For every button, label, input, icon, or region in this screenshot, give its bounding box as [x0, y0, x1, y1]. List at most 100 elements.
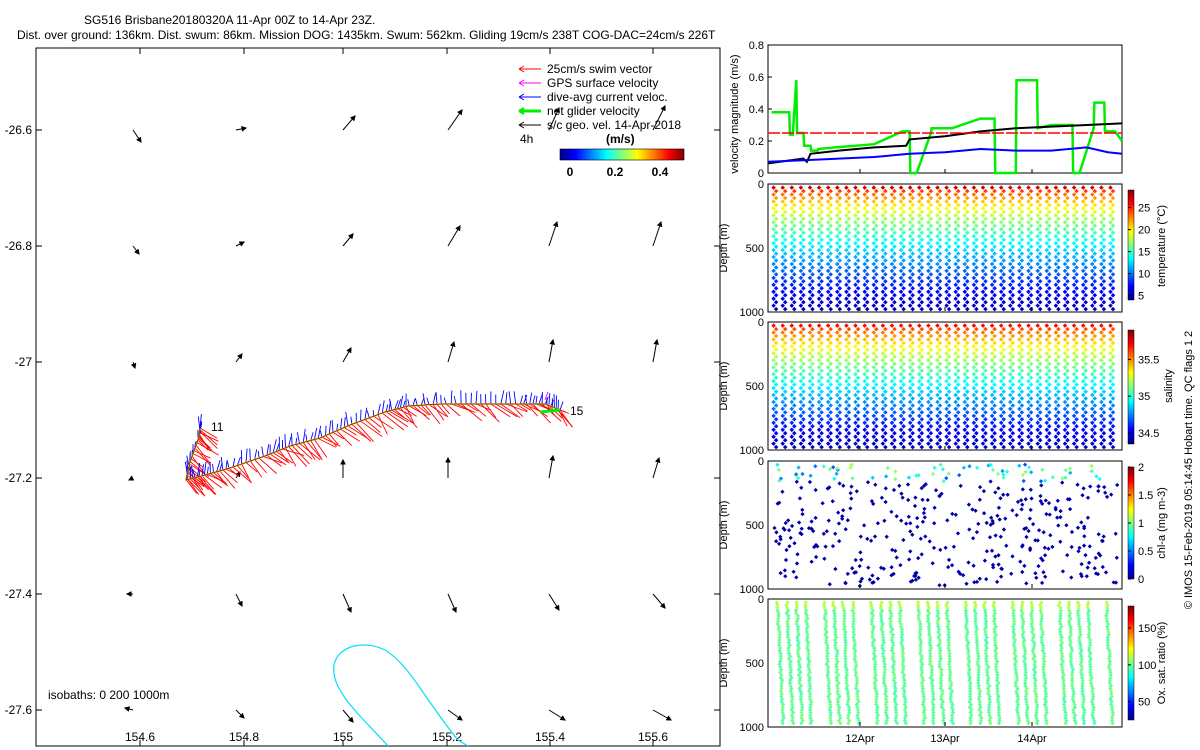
section-marker [1083, 230, 1088, 235]
section-marker [1099, 427, 1104, 433]
section-marker [816, 365, 822, 370]
section-marker [855, 326, 861, 332]
section-marker [1028, 306, 1034, 312]
section-marker [1028, 326, 1034, 332]
swim-vector [188, 468, 204, 482]
section-marker [1019, 306, 1025, 312]
section-marker [989, 268, 995, 274]
oxygen-marker [1010, 605, 1015, 611]
section-marker [780, 406, 785, 412]
section-marker [898, 399, 904, 405]
section-marker [971, 427, 977, 433]
section-marker [917, 434, 922, 439]
colorbar-tick-label: 35 [1138, 391, 1150, 403]
section-marker [910, 286, 915, 291]
oxygen-marker [963, 603, 969, 608]
section-marker [1010, 209, 1016, 215]
section-marker [1008, 289, 1013, 295]
section-marker [989, 296, 995, 301]
section-marker [1028, 361, 1034, 367]
section-marker [1026, 261, 1031, 267]
section-marker [880, 420, 886, 426]
dac-vector [196, 462, 201, 478]
section-marker [1026, 337, 1031, 342]
oxygen-marker [947, 664, 952, 670]
oxygen-marker [807, 694, 812, 699]
section-marker [1071, 199, 1077, 204]
section-marker [1026, 213, 1031, 218]
section-marker [819, 244, 824, 249]
section-marker [892, 299, 897, 305]
section-marker [937, 444, 943, 450]
section-marker [801, 306, 806, 312]
section-marker [944, 213, 949, 218]
chla-marker [961, 573, 966, 578]
section-marker [1092, 286, 1098, 291]
section-marker [846, 202, 852, 208]
section-marker [1071, 289, 1077, 295]
section-marker [864, 216, 870, 222]
section-marker [837, 209, 843, 215]
section-marker [1053, 413, 1059, 419]
section-marker [907, 199, 913, 204]
oxygen-marker [1039, 624, 1044, 629]
oxygen-marker [1070, 680, 1075, 686]
oxygen-marker [775, 603, 780, 608]
chla-marker [1028, 507, 1033, 513]
section-marker [810, 424, 815, 429]
section-marker [837, 223, 843, 229]
oxygen-marker [992, 608, 997, 613]
dac-vector [216, 460, 221, 472]
section-marker [880, 240, 886, 246]
geo-arrow-head [134, 248, 140, 255]
section-marker [919, 299, 925, 305]
section-marker [910, 444, 915, 450]
section-marker [1044, 365, 1050, 370]
section-marker [992, 354, 997, 360]
section-marker [974, 272, 979, 277]
section-marker [1056, 410, 1061, 415]
section-marker [907, 192, 913, 197]
oxygen-marker [973, 619, 978, 624]
section-marker [837, 410, 843, 415]
map-xtick-label: 155.4 [535, 730, 565, 744]
section-marker [846, 258, 852, 263]
section-marker [1001, 430, 1006, 436]
section-marker [871, 213, 877, 218]
section-marker [819, 209, 824, 215]
section-marker [846, 403, 852, 408]
chla-marker [1036, 528, 1042, 533]
section-marker [782, 403, 788, 408]
section-marker [1062, 441, 1068, 446]
section-marker [874, 251, 879, 256]
section-marker [898, 240, 904, 246]
swim-vector [310, 440, 323, 460]
chla-marker [977, 484, 983, 490]
section-marker [944, 406, 949, 412]
geo-arrow-head [125, 591, 132, 597]
section-marker [901, 272, 906, 277]
oxygen-marker [779, 683, 784, 688]
section-marker [1110, 216, 1116, 222]
section-marker [780, 420, 785, 426]
section-marker [862, 406, 867, 412]
section-marker [983, 265, 988, 270]
section-marker [792, 333, 797, 339]
section-marker [1090, 344, 1095, 349]
chla-marker [1038, 498, 1043, 504]
section-marker [889, 247, 895, 253]
chla-marker [840, 516, 845, 521]
section-marker [1074, 209, 1079, 215]
oxygen-marker [994, 662, 999, 667]
section-marker [919, 417, 925, 422]
section-marker [1028, 230, 1034, 235]
section-marker [1035, 392, 1040, 398]
section-marker [926, 371, 931, 377]
section-marker [798, 289, 804, 295]
glider-track [184, 390, 573, 497]
section-marker [946, 361, 952, 367]
section-marker [1019, 361, 1025, 367]
geo-arrow-head [451, 606, 457, 614]
section-marker [871, 365, 877, 370]
section-marker [937, 340, 943, 346]
